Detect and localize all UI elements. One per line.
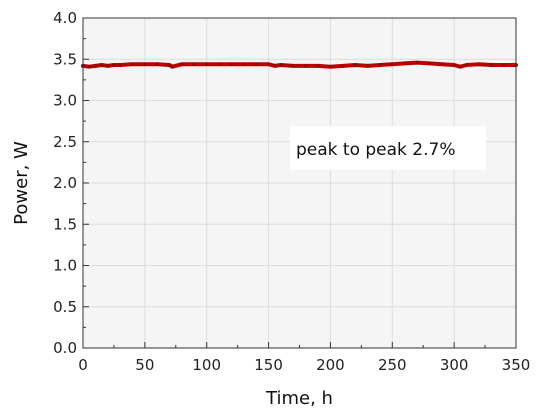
series-layer [81, 60, 518, 69]
y-tick-label: 1.5 [53, 215, 77, 233]
data-point [390, 62, 394, 66]
x-tick-label: 50 [135, 356, 154, 374]
y-tick-label: 0.0 [53, 339, 77, 357]
axes [82, 17, 517, 349]
series-line [81, 60, 518, 69]
plot-frame [82, 17, 517, 349]
data-point [353, 63, 357, 67]
data-point [273, 64, 277, 68]
data-point [267, 62, 271, 66]
x-tick-label: 250 [378, 356, 407, 374]
data-point [502, 63, 506, 67]
x-tick-labels: 0 50 100 150 200 250 300 350 [78, 356, 530, 374]
data-point [452, 63, 456, 67]
x-tick-label: 350 [502, 356, 531, 374]
data-point [143, 62, 147, 66]
data-point [170, 65, 174, 69]
data-point [304, 64, 308, 68]
data-point [279, 63, 283, 67]
data-point [403, 61, 407, 65]
data-point [180, 62, 184, 66]
data-point [458, 65, 462, 69]
data-point [100, 63, 104, 67]
data-point [464, 63, 469, 67]
data-point [427, 61, 431, 65]
x-tick-label: 0 [78, 356, 88, 374]
data-point [291, 64, 295, 68]
data-point [217, 62, 221, 66]
data-point [489, 63, 493, 67]
annotation-text: peak to peak 2.7% [296, 140, 456, 160]
annotation-background [290, 126, 486, 170]
data-point [254, 62, 258, 66]
y-tick-label: 2.5 [53, 133, 77, 151]
data-point [415, 61, 419, 65]
data-point [87, 65, 91, 69]
y-tick-label: 1.0 [53, 257, 77, 275]
x-tick-label: 200 [316, 356, 345, 374]
data-point [205, 62, 209, 66]
data-point [316, 64, 320, 68]
data-point [341, 64, 345, 68]
x-axis-label: Time, h [265, 388, 333, 409]
data-point [93, 64, 97, 68]
y-tick-label: 0.5 [53, 298, 77, 316]
data-point [365, 64, 370, 68]
data-point [112, 63, 116, 67]
y-tick-label: 3.0 [53, 92, 77, 110]
data-point [106, 64, 110, 68]
x-tick-label: 150 [254, 356, 283, 374]
data-point [229, 62, 234, 66]
data-point [192, 62, 196, 66]
data-point [118, 63, 122, 67]
x-tick-label: 300 [440, 356, 469, 374]
data-point [378, 63, 382, 67]
data-point [242, 62, 246, 66]
data-point [440, 62, 444, 66]
y-tick-label: 4.0 [53, 9, 77, 27]
y-tick-labels: 0.0 0.5 1.0 1.5 2.0 2.5 3.0 3.5 4.0 [53, 9, 77, 357]
y-axis-label: Power, W [11, 141, 32, 225]
data-point [477, 62, 481, 66]
y-tick-label: 2.0 [53, 174, 77, 192]
data-point [328, 65, 332, 69]
data-point [130, 62, 135, 66]
data-point [168, 63, 172, 67]
data-point [155, 62, 159, 66]
x-tick-label: 100 [192, 356, 221, 374]
y-tick-label: 3.5 [53, 50, 77, 68]
